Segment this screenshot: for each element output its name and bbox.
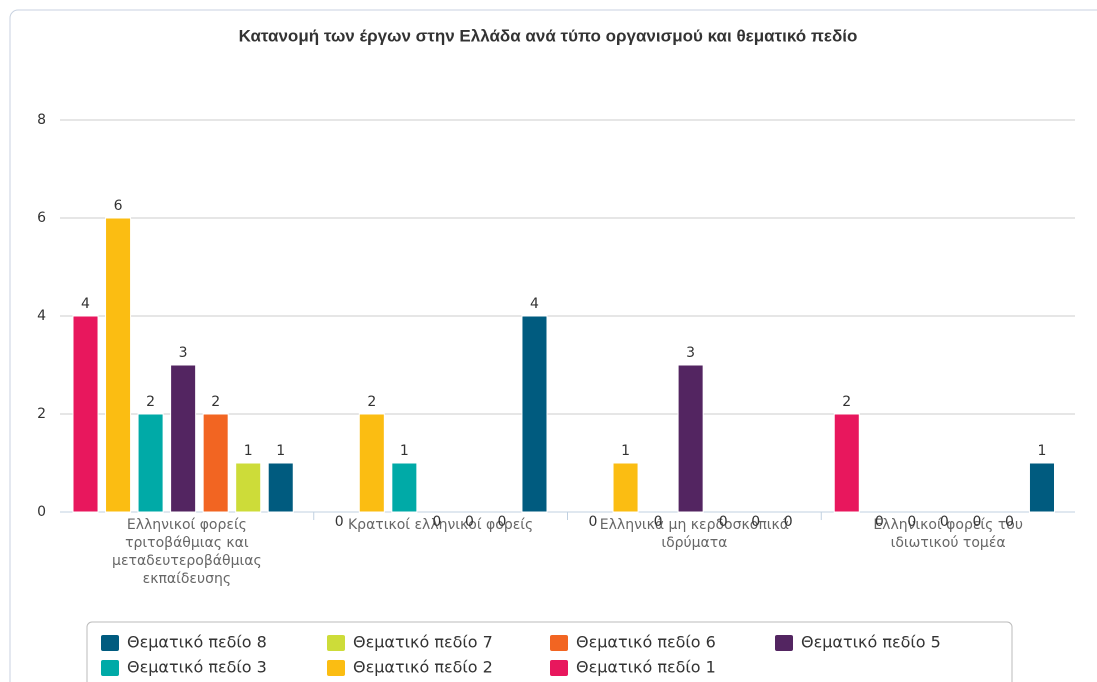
data-label: 1 bbox=[276, 443, 285, 459]
data-label: 0 bbox=[875, 514, 884, 530]
data-label: 0 bbox=[751, 514, 760, 530]
legend-label: Θεματικό πεδίο 6 bbox=[576, 633, 716, 652]
bar bbox=[105, 217, 132, 513]
y-tick-label: 0 bbox=[37, 504, 46, 520]
y-tick-label: 8 bbox=[37, 112, 46, 128]
bar bbox=[137, 413, 164, 513]
data-label: 1 bbox=[621, 443, 630, 459]
data-label: 3 bbox=[179, 345, 188, 361]
legend-swatch bbox=[327, 660, 345, 676]
x-tick-label-box: Κρατικοί ελληνικοί φορείς bbox=[348, 517, 534, 533]
legend-label: Θεματικό πεδίο 5 bbox=[801, 633, 941, 652]
data-label: 0 bbox=[465, 514, 474, 530]
data-label: 1 bbox=[1038, 443, 1047, 459]
data-label: 2 bbox=[367, 394, 376, 410]
legend-swatch bbox=[775, 635, 793, 651]
x-tick-label: Ελληνικοί φορείς τριτοβάθμιας και μεταδε… bbox=[112, 517, 262, 587]
x-tick-label-box: Ελληνικοί φορείς τριτοβάθμιας και μεταδε… bbox=[112, 517, 262, 587]
bar bbox=[235, 462, 262, 513]
legend-label: Θεματικό πεδίο 1 bbox=[576, 658, 716, 677]
bar bbox=[391, 462, 418, 513]
data-label: 0 bbox=[907, 514, 916, 530]
legend-label: Θεματικό πεδίο 7 bbox=[353, 633, 493, 652]
bar bbox=[267, 462, 294, 513]
x-tick-label: Κρατικοί ελληνικοί φορείς bbox=[348, 517, 534, 533]
bar bbox=[677, 364, 704, 513]
x-tick-label: Ελληνικοί φορείς του ιδιωτικού τομέα bbox=[873, 517, 1023, 551]
data-label: 2 bbox=[146, 394, 155, 410]
bar bbox=[521, 315, 548, 513]
y-tick-label: 2 bbox=[37, 406, 46, 422]
y-tick-label: 4 bbox=[37, 308, 46, 324]
data-label: 2 bbox=[842, 394, 851, 410]
legend-label: Θεματικό πεδίο 8 bbox=[127, 633, 267, 652]
bar bbox=[833, 413, 860, 513]
legend-swatch bbox=[101, 660, 119, 676]
x-tick-label-box: Ελληνικοί φορείς του ιδιωτικού τομέα bbox=[873, 517, 1023, 551]
legend-swatch bbox=[327, 635, 345, 651]
data-label: 3 bbox=[686, 345, 695, 361]
bar bbox=[72, 315, 99, 513]
legend-label: Θεματικό πεδίο 3 bbox=[127, 658, 267, 677]
data-label: 1 bbox=[400, 443, 409, 459]
bar bbox=[202, 413, 229, 513]
bar bbox=[170, 364, 197, 513]
data-label: 6 bbox=[114, 198, 123, 214]
chart-title: Κατανομή των έργων στην Ελλάδα ανά τύπο … bbox=[239, 26, 858, 45]
data-label: 4 bbox=[530, 296, 539, 312]
data-label: 0 bbox=[1005, 514, 1014, 530]
data-label: 2 bbox=[211, 394, 220, 410]
data-label: 0 bbox=[784, 514, 793, 530]
data-label: 0 bbox=[335, 514, 344, 530]
bar bbox=[1028, 462, 1055, 513]
data-label: 0 bbox=[432, 514, 441, 530]
data-label: 0 bbox=[940, 514, 949, 530]
legend-label: Θεματικό πεδίο 2 bbox=[353, 658, 493, 677]
data-label: 4 bbox=[81, 296, 90, 312]
data-label: 0 bbox=[719, 514, 728, 530]
legend-swatch bbox=[550, 635, 568, 651]
chart-frame bbox=[9, 9, 1097, 682]
data-label: 0 bbox=[589, 514, 598, 530]
x-tick-label: Ελληνικά μη κερδοσκοπικά ιδρύματα bbox=[599, 517, 789, 551]
data-label: 0 bbox=[497, 514, 506, 530]
legend-swatch bbox=[550, 660, 568, 676]
bar bbox=[612, 462, 639, 513]
data-label: 1 bbox=[244, 443, 253, 459]
data-label: 0 bbox=[972, 514, 981, 530]
x-tick-label-box: Ελληνικά μη κερδοσκοπικά ιδρύματα bbox=[599, 517, 789, 551]
legend-swatch bbox=[101, 635, 119, 651]
data-label: 0 bbox=[654, 514, 663, 530]
bar bbox=[358, 413, 385, 513]
y-tick-label: 6 bbox=[37, 210, 46, 226]
